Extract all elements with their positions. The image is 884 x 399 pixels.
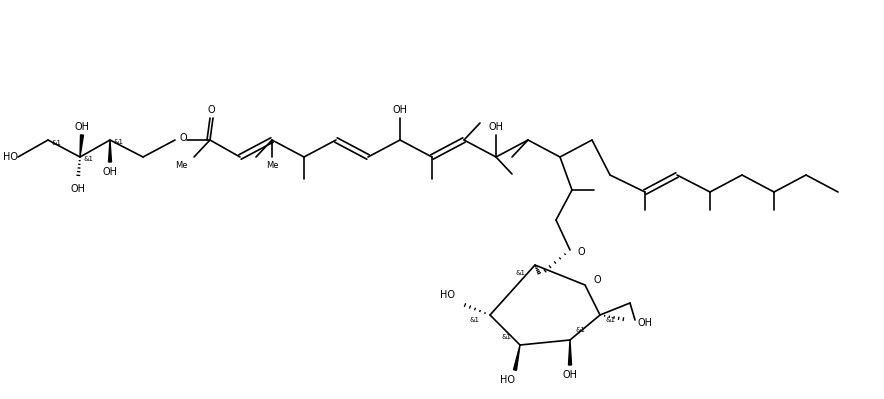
Text: O: O [207,105,215,115]
Text: Me: Me [266,160,278,170]
Text: O: O [593,275,600,285]
Polygon shape [514,345,520,370]
Text: O: O [578,247,585,257]
Text: O: O [180,133,187,143]
Text: OH: OH [638,318,653,328]
Text: OH: OH [562,370,577,380]
Text: Me: Me [176,162,188,170]
Text: &1: &1 [470,317,480,323]
Text: HO: HO [440,290,455,300]
Text: &1: &1 [605,317,615,323]
Polygon shape [109,140,111,162]
Text: OH: OH [392,105,408,115]
Text: &1: &1 [114,139,124,145]
Text: OH: OH [74,122,89,132]
Text: OH: OH [71,184,86,194]
Text: &1: &1 [52,140,62,146]
Text: &1: &1 [575,327,585,333]
Text: OH: OH [103,167,118,177]
Text: &1: &1 [515,270,525,276]
Text: HO: HO [500,375,515,385]
Text: &1: &1 [502,334,512,340]
Text: &1: &1 [84,156,94,162]
Text: HO: HO [3,152,18,162]
Polygon shape [80,135,83,157]
Text: OH: OH [489,122,504,132]
Polygon shape [568,340,571,365]
